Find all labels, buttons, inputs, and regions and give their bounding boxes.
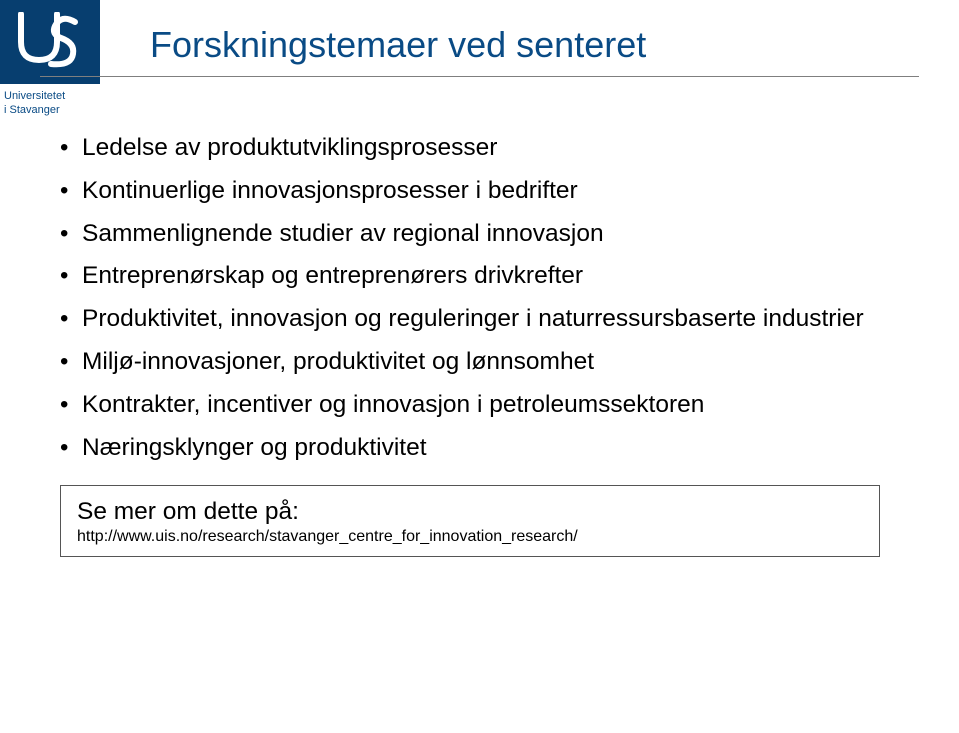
list-item: Sammenlignende studier av regional innov… [60,218,909,251]
list-item: Ledelse av produktutviklingsprosesser [60,132,909,165]
callout-lead: Se mer om dette på: [77,498,863,526]
list-item: Kontrakter, incentiver og innovasjon i p… [60,389,909,422]
callout-url: http://www.uis.no/research/stavanger_cen… [77,528,863,546]
institution-line2: i Stavanger [4,104,96,118]
institution-name: Universitetet i Stavanger [0,84,100,118]
list-item: Entreprenørskap og entreprenørers drivkr… [60,260,909,293]
list-item: Produktivitet, innovasjon og reguleringe… [60,303,909,336]
content-area: Ledelse av produktutviklingsprosesser Ko… [60,132,909,557]
page-title: Forskningstemaer ved senteret [150,24,919,66]
list-item: Næringsklynger og produktivitet [60,432,909,465]
slide: Universitetet i Stavanger Forskningstema… [0,0,959,733]
title-underline [40,76,919,77]
see-more-callout: Se mer om dette på: http://www.uis.no/re… [60,485,880,557]
bullet-list: Ledelse av produktutviklingsprosesser Ko… [60,132,909,465]
list-item: Kontinuerlige innovasjonsprosesser i bed… [60,175,909,208]
institution-line1: Universitetet [4,90,96,104]
list-item: Miljø-innovasjoner, produktivitet og løn… [60,346,909,379]
title-row: Forskningstemaer ved senteret [40,24,919,77]
